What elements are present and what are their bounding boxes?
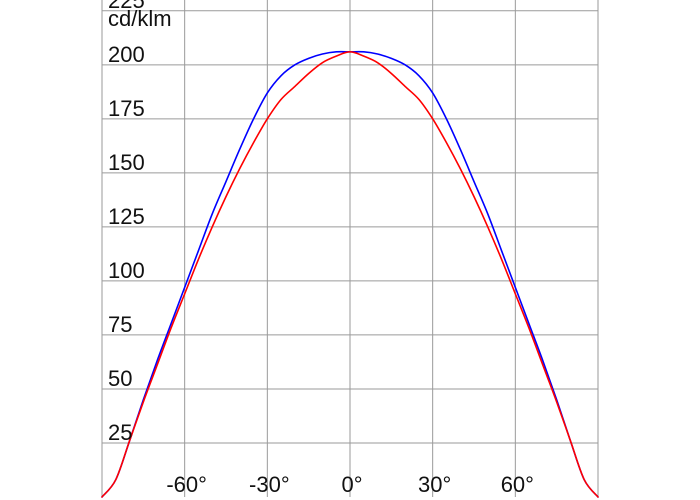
- tick-labels: 25 50 75 100 125 150 175 200 225 -60° -30° 0° 30° 60°: [108, 0, 534, 497]
- y-tick-label: 100: [108, 258, 145, 283]
- y-tick-label: 25: [108, 420, 132, 445]
- y-tick-label: 125: [108, 204, 145, 229]
- y-tick-label: 225: [108, 0, 145, 13]
- y-tick-label: 50: [108, 366, 132, 391]
- series-line-2: [101, 51, 599, 498]
- x-tick-label: 30°: [418, 472, 451, 497]
- grid: [101, 0, 599, 497]
- x-tick-label: 0°: [341, 472, 362, 497]
- x-tick-label: 60°: [501, 472, 534, 497]
- y-tick-label: 150: [108, 150, 145, 175]
- y-tick-label: 75: [108, 312, 132, 337]
- x-tick-label: -60°: [166, 472, 207, 497]
- y-tick-label: 175: [108, 96, 145, 121]
- y-unit-label: cd/klm: [108, 6, 172, 31]
- y-tick-label: 200: [108, 42, 145, 67]
- series-lines: [101, 50, 599, 498]
- x-tick-label: -30°: [249, 472, 290, 497]
